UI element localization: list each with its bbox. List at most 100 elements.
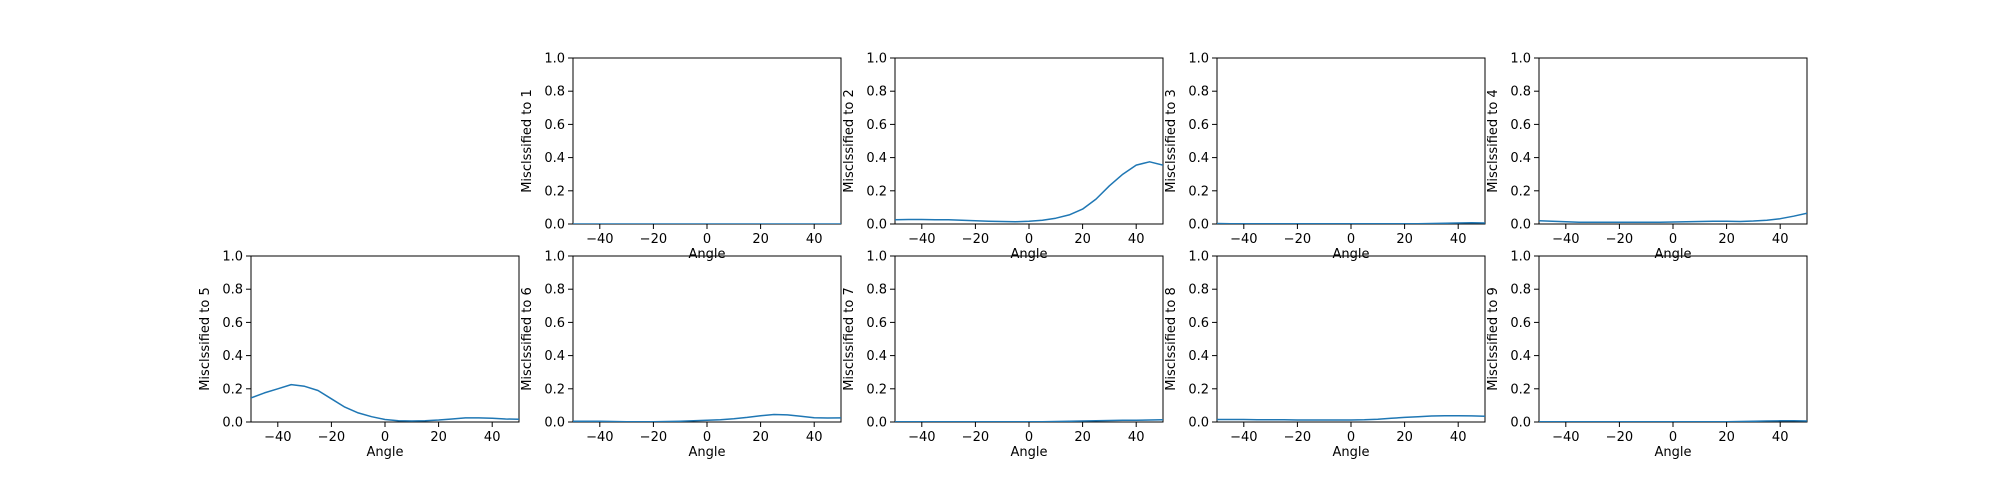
y-tick-label: 0.4: [866, 349, 887, 364]
plot-frame: [572, 57, 842, 225]
y-axis-label: Misclssified to 4: [1486, 89, 1501, 193]
y-tick-label: 1.0: [866, 250, 887, 265]
x-tick-label: 0: [1347, 430, 1355, 445]
y-tick-label: 0.6: [1188, 316, 1209, 331]
y-tick-label: 0.2: [866, 382, 887, 397]
x-tick-label: 40: [1772, 232, 1789, 247]
y-tick-label: 0.0: [1510, 218, 1531, 233]
x-tick-label: 40: [806, 430, 823, 445]
x-axis-label: Angle: [1655, 247, 1692, 262]
x-tick-label: 40: [1450, 430, 1467, 445]
y-tick-label: 0.4: [544, 349, 565, 364]
x-axis-label: Angle: [689, 445, 726, 460]
x-tick-label: 20: [1396, 430, 1413, 445]
x-tick-label: 20: [430, 430, 447, 445]
x-tick-label: 0: [1025, 232, 1033, 247]
y-tick-label: 1.0: [1188, 52, 1209, 67]
y-tick-label: 0.4: [1188, 151, 1209, 166]
y-tick-label: 0.2: [1510, 184, 1531, 199]
x-tick-label: 20: [1718, 232, 1735, 247]
y-tick-label: 0.6: [866, 118, 887, 133]
x-tick-label: −20: [1284, 430, 1311, 445]
x-axis-label: Angle: [1333, 247, 1370, 262]
y-tick-label: 0.0: [544, 416, 565, 431]
plot-frame: [250, 255, 520, 423]
y-tick-label: 0.8: [544, 85, 565, 100]
y-tick-label: 0.8: [866, 85, 887, 100]
x-axis-label: Angle: [1333, 445, 1370, 460]
x-tick-label: −20: [640, 430, 667, 445]
y-tick-label: 0.8: [1188, 283, 1209, 298]
series-line: [895, 161, 1163, 223]
x-tick-label: 20: [752, 430, 769, 445]
y-axis-label: Misclssified to 8: [1164, 287, 1179, 391]
subplot-row1-col3: 0.0 0.2 0.4 0.6 0.8 1.0 −40 −20 0 20 40 Angle Miscls…: [842, 52, 1164, 262]
y-tick-label: 0.2: [544, 184, 565, 199]
x-tick-label: −40: [1552, 430, 1579, 445]
y-tick-label: 0.6: [544, 118, 565, 133]
x-axis-label: Angle: [1011, 247, 1048, 262]
series-line: [1539, 420, 1807, 422]
x-axis-label: Angle: [1655, 445, 1692, 460]
y-tick-label: 0.2: [222, 382, 243, 397]
series-line: [895, 419, 1163, 422]
y-tick-label: 0.0: [1510, 416, 1531, 431]
y-tick-label: 1.0: [1510, 52, 1531, 67]
y-tick-label: 0.2: [1188, 382, 1209, 397]
x-tick-label: −20: [318, 430, 345, 445]
y-axis-label: Misclssified to 9: [1486, 287, 1501, 391]
x-tick-label: −20: [1606, 232, 1633, 247]
x-tick-label: −40: [1230, 232, 1257, 247]
x-tick-label: 20: [1074, 430, 1091, 445]
y-tick-label: 0.2: [544, 382, 565, 397]
x-tick-label: −20: [640, 232, 667, 247]
y-tick-label: 0.4: [222, 349, 243, 364]
y-tick-label: 0.6: [1510, 316, 1531, 331]
y-tick-label: 0.4: [544, 151, 565, 166]
x-tick-label: −40: [586, 430, 613, 445]
y-tick-label: 0.4: [1188, 349, 1209, 364]
x-axis-label: Angle: [367, 445, 404, 460]
y-tick-label: 0.0: [866, 218, 887, 233]
x-tick-label: 0: [1669, 232, 1677, 247]
y-tick-label: 1.0: [1188, 250, 1209, 265]
y-tick-label: 0.8: [222, 283, 243, 298]
plot-frame: [1216, 57, 1486, 225]
x-tick-label: 0: [1347, 232, 1355, 247]
y-tick-label: 0.6: [866, 316, 887, 331]
x-tick-label: 0: [1669, 430, 1677, 445]
plot-frame: [572, 255, 842, 423]
y-axis-label: Misclssified to 2: [842, 89, 857, 193]
y-tick-label: 0.0: [222, 416, 243, 431]
series-line: [1539, 212, 1807, 224]
y-tick-label: 0.8: [1188, 85, 1209, 100]
series-line: [1217, 222, 1485, 224]
subplot-row2-col3: 0.0 0.2 0.4 0.6 0.8 1.0 −40 −20 0 20 40 Angle Miscls…: [842, 250, 1164, 460]
x-tick-label: 0: [381, 430, 389, 445]
y-tick-label: 0.8: [1510, 85, 1531, 100]
x-tick-label: −40: [1552, 232, 1579, 247]
x-tick-label: 0: [703, 430, 711, 445]
x-tick-label: −20: [1606, 430, 1633, 445]
x-tick-label: −20: [1284, 232, 1311, 247]
series-line: [251, 383, 519, 422]
subplot-row2-col4: 0.0 0.2 0.4 0.6 0.8 1.0 −40 −20 0 20 40 Angle Miscls…: [1164, 250, 1486, 460]
x-tick-label: 0: [703, 232, 711, 247]
plot-frame: [1538, 57, 1808, 225]
x-tick-label: 40: [806, 232, 823, 247]
y-tick-label: 0.0: [544, 218, 565, 233]
subplot-row1-col5: 0.0 0.2 0.4 0.6 0.8 1.0 −40 −20 0 20 40 Angle Miscls…: [1486, 52, 1808, 262]
x-tick-label: 40: [1772, 430, 1789, 445]
series-line: [573, 413, 841, 422]
plot-frame: [1216, 255, 1486, 423]
x-axis-label: Angle: [1011, 445, 1048, 460]
y-axis-label: Misclssified to 5: [198, 287, 213, 391]
subplot-row1-col4: 0.0 0.2 0.4 0.6 0.8 1.0 −40 −20 0 20 40 Angle Miscls…: [1164, 52, 1486, 262]
y-tick-label: 0.8: [1510, 283, 1531, 298]
x-tick-label: −40: [586, 232, 613, 247]
x-tick-label: −40: [908, 232, 935, 247]
x-tick-label: −40: [908, 430, 935, 445]
y-axis-label: Misclssified to 1: [520, 89, 535, 193]
subplot-row2-col2: 0.0 0.2 0.4 0.6 0.8 1.0 −40 −20 0 20 40 Angle Miscls…: [520, 250, 842, 460]
